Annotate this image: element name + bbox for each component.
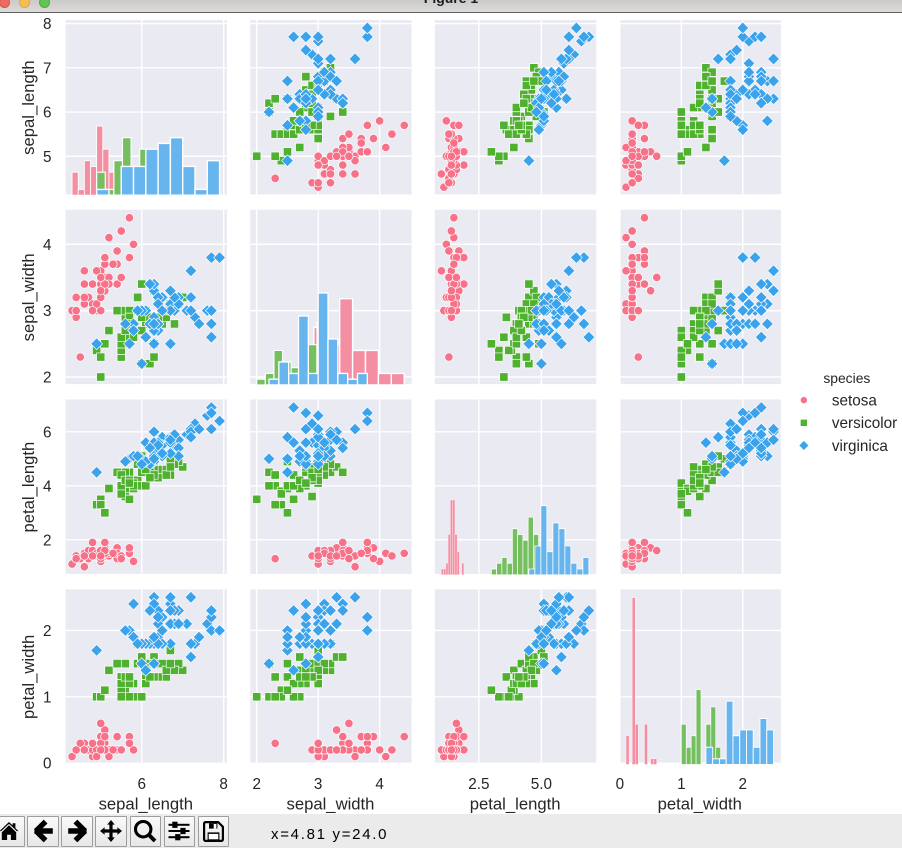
svg-text:sepal_width: sepal_width (286, 795, 374, 814)
svg-text:petal_width: petal_width (658, 795, 742, 814)
svg-text:species: species (823, 370, 870, 386)
svg-text:petal_length: petal_length (19, 442, 38, 533)
svg-text:8: 8 (43, 16, 52, 33)
svg-text:6: 6 (43, 105, 52, 122)
svg-text:2: 2 (739, 776, 748, 793)
svg-text:0: 0 (616, 776, 625, 793)
svg-text:1: 1 (43, 689, 52, 706)
svg-text:versicolor: versicolor (832, 415, 897, 432)
svg-text:3: 3 (43, 303, 52, 320)
svg-text:petal_width: petal_width (19, 635, 38, 719)
svg-text:2: 2 (252, 776, 261, 793)
svg-text:6: 6 (43, 424, 52, 441)
svg-text:0: 0 (43, 756, 52, 773)
svg-text:4: 4 (43, 478, 52, 495)
svg-text:6: 6 (137, 776, 146, 793)
svg-text:8: 8 (219, 776, 227, 793)
svg-text:5.0: 5.0 (531, 776, 552, 793)
svg-text:7: 7 (43, 60, 52, 77)
svg-text:5: 5 (43, 149, 52, 166)
svg-text:2: 2 (43, 623, 52, 640)
svg-text:1: 1 (677, 776, 686, 793)
svg-text:sepal_length: sepal_length (99, 795, 193, 814)
svg-text:2: 2 (43, 370, 52, 387)
svg-text:sepal_width: sepal_width (19, 253, 38, 341)
svg-text:4: 4 (43, 237, 52, 254)
svg-text:sepal_length: sepal_length (19, 60, 38, 154)
svg-text:petal_length: petal_length (470, 795, 561, 814)
svg-text:4: 4 (375, 776, 384, 793)
svg-text:2: 2 (43, 532, 52, 549)
svg-text:3: 3 (314, 776, 323, 793)
svg-text:2.5: 2.5 (468, 776, 489, 793)
svg-text:virginica: virginica (832, 438, 889, 455)
svg-text:setosa: setosa (832, 392, 877, 409)
